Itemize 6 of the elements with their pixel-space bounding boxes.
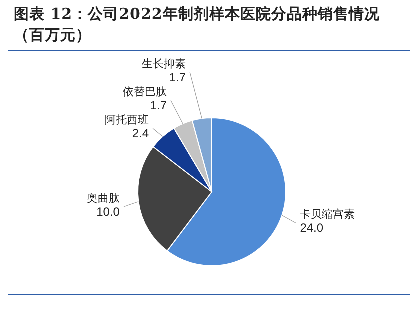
label: 阿托西班 2.4 <box>105 114 150 141</box>
label: 卡贝缩宫素 24.0 <box>300 208 356 236</box>
label: 生长抑素 1.7 <box>142 58 186 85</box>
label: 奥曲肽 10.0 <box>87 192 120 219</box>
chart-title: 图表 12：公司2022年制剂样本医院分品种销售情况（百万元） <box>14 4 381 46</box>
label: 依替巴肽 1.7 <box>123 86 167 113</box>
